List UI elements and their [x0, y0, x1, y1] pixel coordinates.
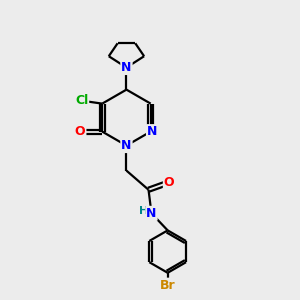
Text: N: N	[121, 61, 132, 74]
Text: Cl: Cl	[75, 94, 88, 107]
Text: H: H	[139, 206, 148, 216]
Text: O: O	[164, 176, 175, 189]
Text: N: N	[121, 139, 132, 152]
Text: N: N	[147, 125, 157, 138]
Text: N: N	[146, 207, 157, 220]
Text: O: O	[75, 125, 86, 138]
Text: Br: Br	[160, 279, 176, 292]
